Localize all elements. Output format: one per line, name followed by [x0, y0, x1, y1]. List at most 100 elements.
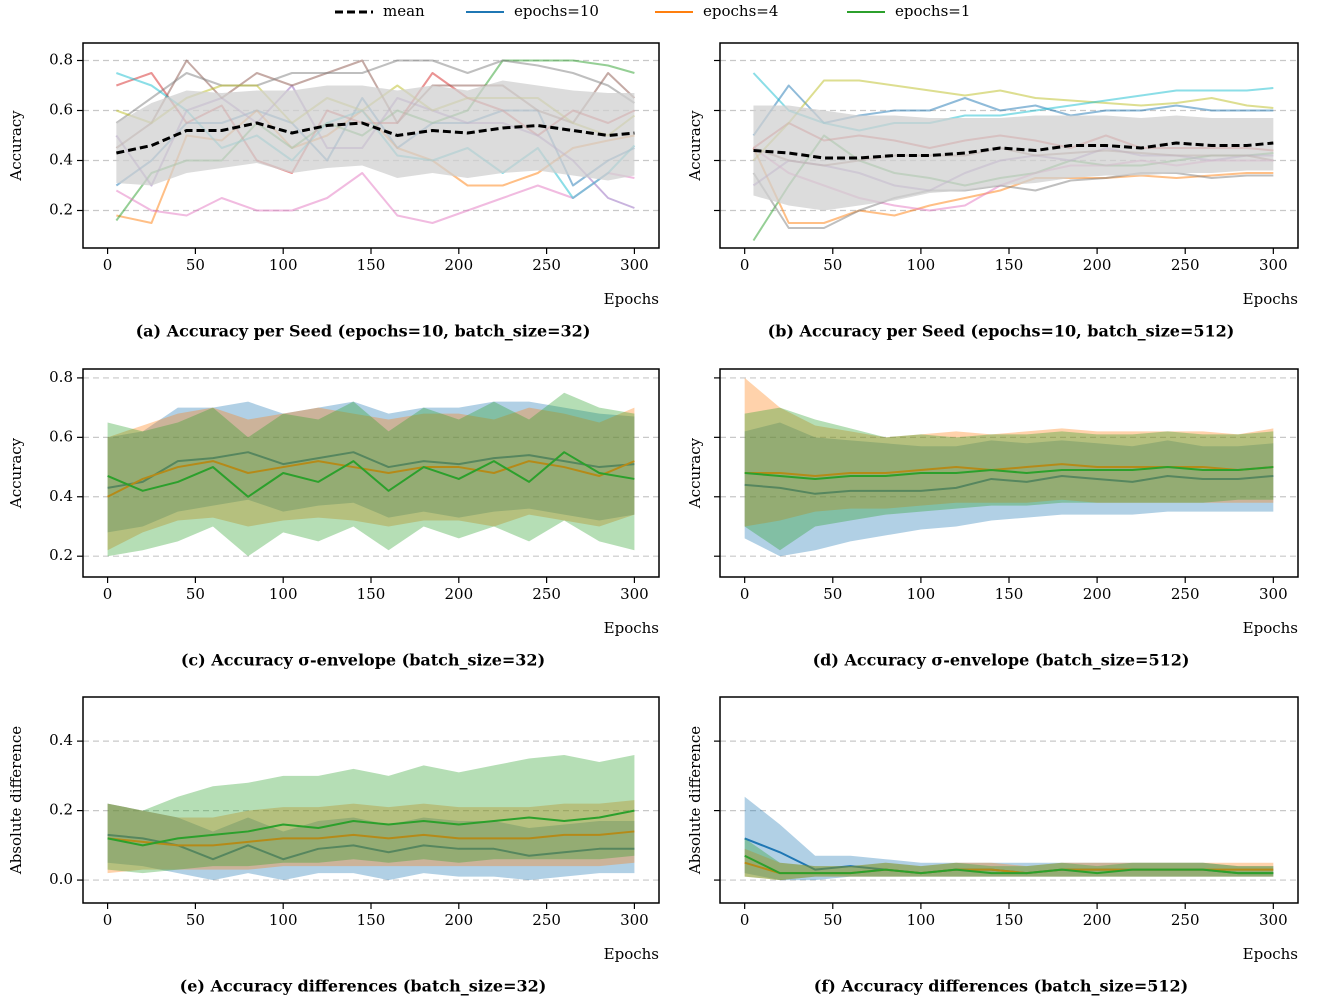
x-axis-label: Epochs — [1243, 945, 1298, 963]
axes-frame — [82, 42, 660, 249]
y-tick-label: 0.2 — [49, 201, 73, 219]
legend-label: mean — [383, 2, 425, 20]
x-tick-label: 0 — [740, 256, 750, 274]
series-line — [107, 809, 635, 847]
x-tick-label: 50 — [823, 585, 842, 603]
x-tick-label: 300 — [1259, 256, 1288, 274]
series-line — [744, 854, 1274, 875]
plot-area — [720, 59, 1298, 242]
plot-area — [83, 740, 659, 881]
band — [744, 377, 1274, 527]
x-tick-label: 100 — [907, 911, 936, 929]
series-line — [107, 460, 635, 498]
series-line — [107, 830, 635, 847]
y-tick-label: 0.6 — [49, 427, 73, 445]
x-tick-label: 0 — [740, 585, 750, 603]
y-tick-label: 0.8 — [49, 51, 73, 69]
x-axis-label: Epochs — [604, 945, 659, 963]
series-line — [752, 172, 1274, 229]
series-line — [115, 172, 635, 224]
axes-frame — [719, 42, 1299, 249]
band — [116, 80, 635, 186]
caption: (a) Accuracy per Seed (epochs=10, batch_… — [136, 322, 591, 341]
x-tick-label: 50 — [823, 911, 842, 929]
x-tick-label: 300 — [1259, 585, 1288, 603]
x-tick-label: 150 — [357, 585, 386, 603]
caption: (c) Accuracy σ-envelope (batch_size=32) — [181, 651, 545, 670]
x-tick-label: 150 — [357, 911, 386, 929]
x-tick-label: 200 — [1083, 256, 1112, 274]
y-tick-label: 0.8 — [49, 368, 73, 386]
y-tick-label: 0.6 — [49, 101, 73, 119]
x-tick-label: 100 — [269, 585, 298, 603]
series-line — [744, 463, 1274, 477]
mean-line — [753, 141, 1274, 160]
x-tick-label: 50 — [823, 256, 842, 274]
series-line — [115, 59, 635, 124]
x-tick-label: 250 — [1171, 585, 1200, 603]
x-tick-label: 0 — [103, 256, 113, 274]
band — [753, 105, 1274, 211]
y-tick-label: 0.2 — [49, 546, 73, 564]
y-axis-label: Absolute difference — [686, 726, 704, 875]
band — [107, 392, 635, 557]
plot-area — [83, 59, 659, 224]
x-tick-label: 300 — [620, 585, 649, 603]
band — [107, 755, 635, 874]
y-tick-label: 0.4 — [49, 731, 73, 749]
x-tick-label: 150 — [995, 585, 1024, 603]
series-line — [744, 474, 1274, 495]
x-tick-label: 150 — [995, 256, 1024, 274]
series-line — [744, 466, 1274, 480]
x-axis-label: Epochs — [604, 290, 659, 308]
x-tick-label: 300 — [1259, 911, 1288, 929]
x-tick-label: 200 — [1083, 911, 1112, 929]
band — [744, 422, 1274, 557]
y-tick-label: 0.4 — [49, 487, 73, 505]
band — [107, 803, 635, 881]
x-axis-label: Epochs — [1243, 619, 1298, 637]
y-axis-label: Accuracy — [686, 437, 704, 509]
y-axis-label: Accuracy — [686, 110, 704, 182]
x-axis-label: Epochs — [1243, 290, 1298, 308]
x-tick-label: 250 — [1171, 911, 1200, 929]
caption: (f) Accuracy differences (batch_size=512… — [814, 977, 1188, 996]
band — [107, 401, 635, 533]
caption: (d) Accuracy σ-envelope (batch_size=512) — [813, 651, 1190, 670]
series-line — [107, 451, 635, 489]
x-tick-label: 200 — [444, 256, 473, 274]
series-line — [752, 79, 1274, 162]
axes-frame — [82, 696, 660, 904]
x-tick-label: 50 — [186, 911, 205, 929]
series-line — [107, 451, 635, 498]
x-tick-label: 100 — [907, 256, 936, 274]
y-tick-label: 0.2 — [49, 801, 73, 819]
x-tick-label: 0 — [103, 911, 113, 929]
x-tick-label: 150 — [995, 911, 1024, 929]
axes-frame — [719, 696, 1299, 904]
mean-line — [116, 121, 635, 155]
band — [744, 407, 1274, 551]
y-tick-label: 0.4 — [49, 151, 73, 169]
legend-label: epochs=1 — [895, 2, 970, 20]
caption: (b) Accuracy per Seed (epochs=10, batch_… — [768, 322, 1235, 341]
x-tick-label: 250 — [532, 256, 561, 274]
x-tick-label: 250 — [1171, 256, 1200, 274]
caption: (e) Accuracy differences (batch_size=32) — [180, 977, 547, 996]
plot-area — [83, 377, 659, 557]
x-tick-label: 50 — [186, 256, 205, 274]
legend-label: epochs=4 — [703, 2, 778, 20]
x-tick-label: 50 — [186, 585, 205, 603]
x-tick-label: 150 — [357, 256, 386, 274]
x-tick-label: 250 — [532, 585, 561, 603]
x-axis-label: Epochs — [604, 619, 659, 637]
y-axis-label: Accuracy — [7, 110, 25, 182]
x-tick-label: 200 — [444, 911, 473, 929]
x-tick-label: 200 — [444, 585, 473, 603]
x-tick-label: 300 — [620, 911, 649, 929]
x-tick-label: 300 — [620, 256, 649, 274]
plot-area — [720, 740, 1298, 881]
x-tick-label: 0 — [103, 585, 113, 603]
